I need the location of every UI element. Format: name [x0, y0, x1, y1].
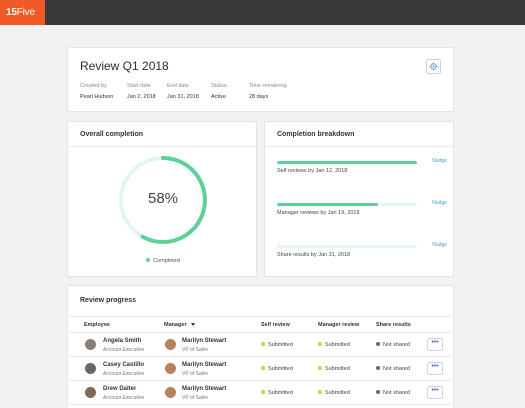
col-manager[interactable]: Manager: [164, 322, 195, 328]
overall-completion-card: Overall completion 58% Completed: [67, 121, 257, 277]
completion-percent: 58%: [147, 190, 179, 207]
share-status: Not shared: [376, 365, 410, 372]
completion-donut: [119, 156, 207, 244]
employee-role: Account Executive: [103, 371, 145, 377]
status-dot-icon: [376, 389, 380, 394]
self-review-status: Submitted: [261, 341, 293, 348]
avatar: [165, 387, 176, 398]
manager-name[interactable]: Marilyn Stewart: [182, 362, 227, 368]
employee-role: Account Executive: [103, 395, 145, 401]
manager-review-status: Submitted: [318, 389, 350, 396]
meta-created-by: Created by Pearl Hudson: [80, 83, 114, 100]
status-dot-icon: [261, 365, 265, 370]
donut-progress-arc: [119, 156, 207, 244]
manager-review-status: Submitted: [318, 341, 350, 348]
avatar: [85, 339, 96, 350]
status-dot-icon: [261, 341, 265, 346]
employee-role: Account Executive: [103, 347, 145, 353]
col-manager-review[interactable]: Manager review: [318, 322, 360, 328]
status-dot-icon: [318, 341, 322, 346]
status-dot-icon: [376, 341, 380, 346]
employee-name[interactable]: Casey Castillo: [103, 362, 145, 368]
nudge-link[interactable]: Nudge: [432, 200, 447, 206]
manager-role: VP of Sales: [182, 395, 209, 401]
completion-legend: Completed: [68, 257, 258, 264]
share-status: Not shared: [376, 389, 410, 396]
manager-role: VP of Sales: [182, 371, 209, 377]
avatar: [165, 363, 176, 374]
progress-bar: [277, 245, 417, 248]
meta-time-remaining: Time remaining 28 days: [249, 83, 287, 100]
employee-name[interactable]: Angela Smith: [103, 338, 142, 344]
status-dot-icon: [318, 365, 322, 370]
col-self-review[interactable]: Self review: [261, 322, 290, 328]
overall-completion-title: Overall completion: [80, 131, 144, 138]
manager-name[interactable]: Marilyn Stewart: [182, 338, 227, 344]
status-dot-icon: [261, 389, 265, 394]
status-dot-icon: [318, 389, 322, 394]
meta-start-date: Start date Jan 2, 2018: [127, 83, 156, 100]
table-row: Angela Smith Account Executive Marilyn S…: [68, 333, 453, 357]
avatar: [85, 363, 96, 374]
legend-dot-icon: [146, 257, 151, 262]
breakdown-caption: Manager reviews by Jan 19, 2018: [277, 210, 360, 216]
self-review-status: Submitted: [261, 365, 293, 372]
breakdown-caption: Share results by Jan 31, 2018: [277, 252, 351, 258]
review-progress-title: Review progress: [80, 297, 137, 304]
completion-breakdown-card: Completion breakdown Nudge Self reviews …: [264, 121, 454, 277]
breakdown-caption: Self reviews by Jan 12, 2018: [277, 168, 348, 174]
nudge-link[interactable]: Nudge: [432, 242, 447, 248]
brand-logo[interactable]: 15Five: [0, 0, 45, 25]
divider: [68, 146, 256, 147]
employee-name[interactable]: Drew Dalter: [103, 386, 137, 392]
progress-bar: [277, 203, 417, 206]
top-nav-bar: 15Five: [0, 0, 525, 25]
table-row: Drew Dalter Account Executive Marilyn St…: [68, 381, 453, 405]
sort-caret-icon: [190, 323, 195, 327]
col-employee[interactable]: Employee: [84, 322, 110, 328]
table-row: Casey Castillo Account Executive Marilyn…: [68, 357, 453, 381]
table-header: Employee Manager Self review Manager rev…: [68, 316, 453, 333]
completion-breakdown-title: Completion breakdown: [277, 131, 355, 138]
manager-role: VP of Sales: [182, 347, 209, 353]
col-share-results[interactable]: Share results: [376, 322, 411, 328]
review-header-card: Review Q1 2018 Created by Pearl Hudson St…: [67, 47, 454, 112]
status-dot-icon: [376, 365, 380, 370]
page-title: Review Q1 2018: [80, 59, 169, 73]
manager-name[interactable]: Marilyn Stewart: [182, 386, 227, 392]
manager-review-status: Submitted: [318, 365, 350, 372]
divider: [265, 146, 453, 147]
avatar: [85, 387, 96, 398]
share-status: Not shared: [376, 341, 410, 348]
avatar: [165, 339, 176, 350]
progress-bar: [277, 161, 417, 164]
more-actions-button[interactable]: •••: [427, 362, 443, 375]
meta-end-date: End date Jan 31, 2018: [167, 83, 199, 100]
review-progress-card: Review progress Employee Manager Self re…: [67, 285, 454, 408]
gear-icon[interactable]: [426, 59, 441, 74]
meta-status: Status Active: [211, 83, 227, 100]
progress-bar-fill: [277, 161, 417, 164]
nudge-link[interactable]: Nudge: [432, 158, 447, 164]
progress-bar-fill: [277, 203, 378, 206]
more-actions-button[interactable]: •••: [427, 338, 443, 351]
more-actions-button[interactable]: •••: [427, 386, 443, 399]
self-review-status: Submitted: [261, 389, 293, 396]
